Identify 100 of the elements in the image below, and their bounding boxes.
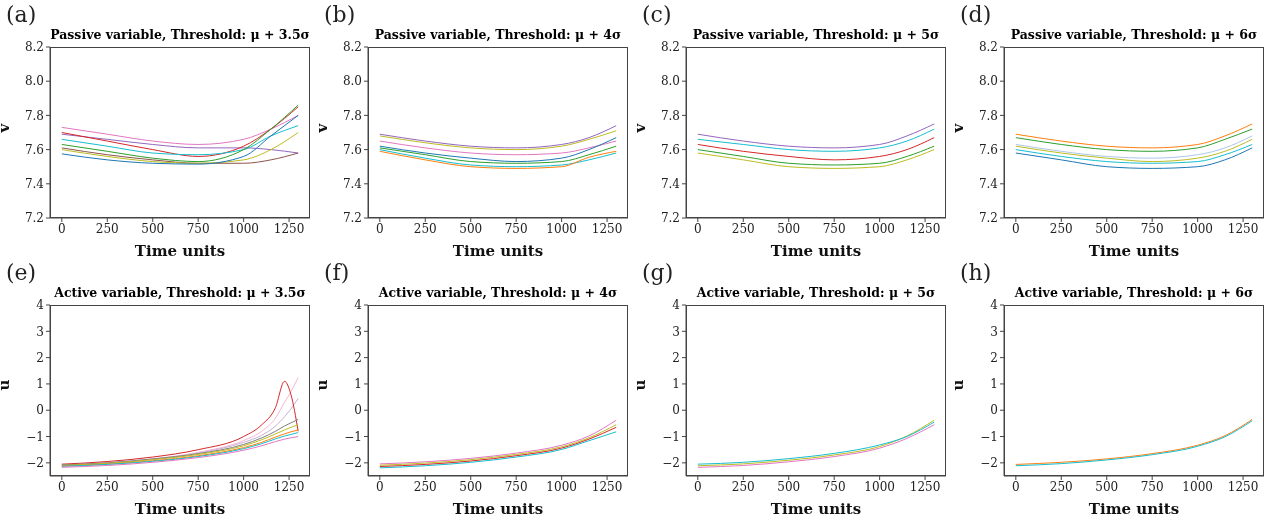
x-axis-title: Time units [452, 242, 544, 260]
chart-title: Active variable, Threshold: μ + 4σ [377, 285, 619, 300]
y-tick-label: −1 [980, 429, 998, 444]
y-axis-title: v [0, 122, 14, 134]
x-tick-label: 0 [58, 221, 66, 236]
y-tick-label: 0 [36, 403, 44, 418]
x-tick-label: 250 [413, 479, 437, 494]
x-tick-label: 500 [141, 479, 165, 494]
y-tick-label: −1 [26, 429, 44, 444]
y-tick-label: 8.2 [978, 40, 998, 55]
y-tick-label: 4 [672, 298, 681, 313]
chart-title: Active variable, Threshold: μ + 3.5σ [53, 285, 307, 300]
line-series [697, 123, 935, 149]
x-tick-label: 500 [459, 221, 483, 236]
y-tick-label: 0 [354, 403, 362, 418]
text: (e) [6, 260, 37, 285]
y-tick-label: 3 [672, 324, 680, 339]
text: (d) [960, 2, 992, 27]
chart-title: Passive variable, Threshold: μ + 3.5σ [49, 27, 311, 42]
x-axis-title: Time units [134, 242, 226, 260]
y-tick-label: −1 [344, 429, 362, 444]
line-series [1015, 128, 1253, 152]
y-tick-label: −2 [344, 456, 362, 471]
line-series [1015, 143, 1253, 164]
y-tick-label: 8.0 [660, 74, 680, 89]
x-tick-label: 1000 [228, 479, 259, 494]
y-tick-label: 4 [36, 298, 45, 313]
x-tick-label: 1250 [1227, 221, 1259, 236]
text: (h) [960, 260, 992, 285]
x-axis-title: Time units [770, 500, 862, 517]
y-axis-title: u [949, 379, 968, 391]
line-series [697, 128, 935, 152]
line-series [379, 125, 617, 149]
chart-title: Active variable, Threshold: μ + 6σ [1013, 285, 1255, 300]
x-tick-label: 0 [1012, 221, 1020, 236]
y-tick-label: −2 [662, 456, 680, 471]
x-tick-label: 750 [822, 221, 846, 236]
x-tick-label: 250 [95, 221, 119, 236]
x-tick-label: 500 [1095, 479, 1119, 494]
x-tick-label: 1250 [591, 221, 623, 236]
x-tick-label: 1250 [909, 221, 941, 236]
y-tick-label: 7.6 [342, 142, 362, 157]
y-tick-label: 7.2 [342, 211, 362, 226]
y-tick-label: 2 [672, 350, 680, 365]
y-tick-label: 3 [354, 324, 362, 339]
y-tick-label: −2 [980, 456, 998, 471]
x-tick-label: 500 [777, 479, 801, 494]
x-tick-label: 1000 [864, 221, 895, 236]
text: (c) [642, 2, 672, 27]
line-series [61, 125, 299, 156]
line-series [61, 114, 299, 165]
line-series [379, 145, 617, 164]
y-tick-label: 7.8 [342, 108, 362, 123]
y-axis-title: u [631, 379, 650, 391]
text: (b) [324, 2, 356, 27]
x-tick-label: 1250 [273, 221, 305, 236]
line-series [379, 130, 617, 151]
y-tick-label: 7.6 [660, 142, 680, 157]
y-tick-label: 7.6 [978, 142, 998, 157]
x-tick-label: 1000 [228, 221, 259, 236]
line-series [697, 137, 935, 161]
x-tick-label: 750 [1140, 479, 1164, 494]
x-tick-label: 250 [413, 221, 437, 236]
x-tick-label: 1250 [1227, 479, 1259, 494]
y-tick-label: 1 [36, 377, 44, 392]
y-tick-label: 8.2 [342, 40, 362, 55]
x-tick-label: 0 [694, 479, 702, 494]
line-series [379, 137, 617, 163]
line-series [1015, 123, 1253, 149]
text: (f) [324, 260, 350, 285]
y-tick-label: −2 [26, 456, 44, 471]
y-tick-label: 7.4 [24, 177, 45, 192]
x-tick-label: 250 [1049, 221, 1073, 236]
x-tick-label: 500 [141, 221, 165, 236]
y-tick-label: 7.8 [978, 108, 998, 123]
x-tick-label: 0 [58, 479, 66, 494]
x-tick-label: 750 [186, 479, 210, 494]
y-axis-title: u [0, 379, 14, 391]
y-tick-label: 0 [990, 403, 998, 418]
x-tick-label: 250 [1049, 479, 1073, 494]
line-series [379, 140, 617, 156]
x-tick-label: 1000 [546, 479, 577, 494]
y-tick-label: 1 [354, 377, 362, 392]
y-axis-title: v [631, 122, 650, 134]
x-tick-label: 750 [1140, 221, 1164, 236]
x-tick-label: 250 [731, 479, 755, 494]
chart-title: Passive variable, Threshold: μ + 6σ [1009, 27, 1259, 42]
x-axis-title: Time units [1088, 500, 1180, 517]
y-tick-label: 2 [354, 350, 362, 365]
y-tick-label: 4 [354, 298, 363, 313]
y-tick-label: 2 [36, 350, 44, 365]
x-tick-label: 500 [1095, 221, 1119, 236]
line-series [61, 114, 299, 145]
y-axis-title: v [949, 122, 968, 134]
line-series [1015, 147, 1253, 169]
y-tick-label: 8.2 [660, 40, 680, 55]
y-tick-label: 2 [990, 350, 998, 365]
x-tick-label: 500 [777, 221, 801, 236]
y-tick-label: 8.0 [978, 74, 998, 89]
y-tick-label: 7.2 [978, 211, 998, 226]
